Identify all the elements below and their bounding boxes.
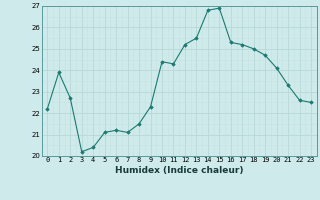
X-axis label: Humidex (Indice chaleur): Humidex (Indice chaleur) xyxy=(115,166,244,175)
